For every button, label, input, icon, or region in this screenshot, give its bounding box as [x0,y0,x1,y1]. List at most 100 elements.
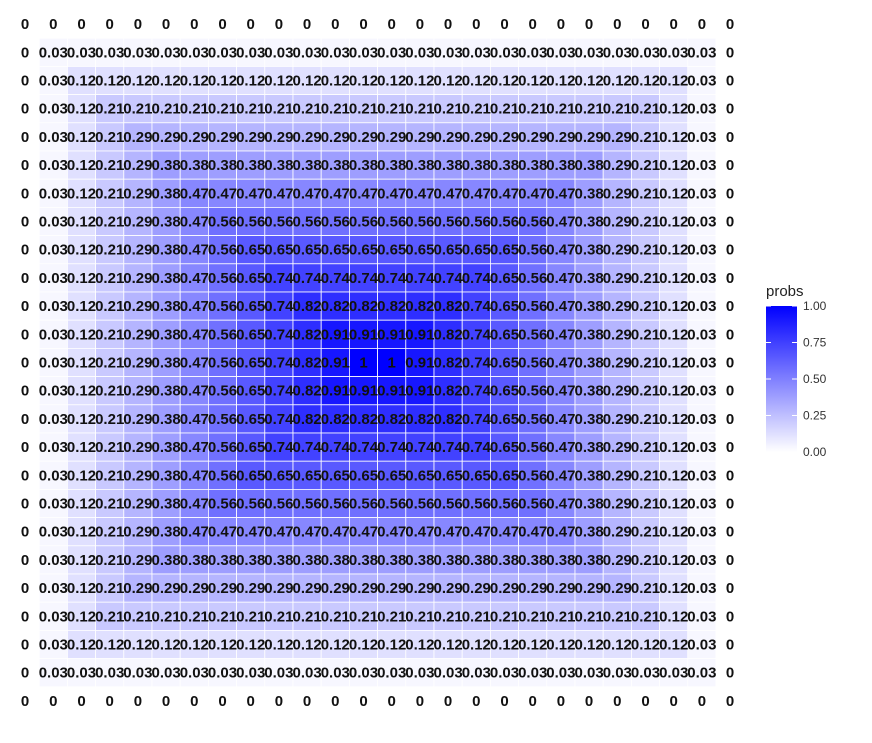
heatmap-cell [715,545,745,575]
heatmap-cell [489,94,519,124]
heatmap-cell-label: 0 [247,16,255,33]
heatmap-cell [292,37,322,67]
heatmap-cell-label: 0 [218,693,226,710]
heatmap-cell [574,94,604,124]
heatmap-cell-label: 0.21 [462,608,491,625]
heatmap-cell-label: 0.21 [95,242,124,259]
heatmap-cell-label: 0.65 [490,383,519,400]
heatmap-cell [631,517,661,547]
heatmap-cell [659,319,689,349]
heatmap-cell-label: 0 [670,693,678,710]
heatmap-cell-label: 0.38 [151,242,180,259]
heatmap-cell-label: 0.56 [405,496,434,513]
heatmap-cell [518,94,548,124]
heatmap-cell-label: 0.65 [405,242,434,259]
heatmap-cell-label: 0.38 [490,157,519,174]
heatmap-cell-label: 0.29 [123,129,152,146]
heatmap-cell [67,291,97,321]
heatmap-cell-label: 0.74 [292,270,322,287]
heatmap-cell [602,517,632,547]
heatmap-cell [236,432,266,462]
heatmap-cell-label: 0 [529,693,537,710]
heatmap-cell-label: 0.47 [546,467,575,484]
heatmap-cell-label: 0.12 [67,242,96,259]
heatmap-cell-label: 0.47 [180,439,209,456]
heatmap-cell [10,686,40,716]
heatmap-cell [292,404,322,434]
heatmap-cell-label: 0.12 [236,73,265,90]
heatmap-cell [433,432,463,462]
heatmap-cell [715,235,745,265]
heatmap-cell-label: 0.56 [490,496,519,513]
heatmap-cell [292,376,322,406]
heatmap-cell-label: 0.12 [67,270,96,287]
heatmap-cell-label: 0.29 [264,580,293,597]
heatmap-cell-label: 0.38 [574,157,603,174]
heatmap-cell-label: 0.29 [405,129,434,146]
heatmap-cell-label: 0.38 [546,552,575,569]
heatmap-cell-label: 0.38 [574,552,603,569]
heatmap-cell [687,432,717,462]
heatmap-cell-label: 0 [359,16,367,33]
heatmap-cell-label: 0 [21,326,29,343]
heatmap-cell-label: 0.29 [292,129,321,146]
heatmap-cell [433,122,463,152]
heatmap-cell-label: 0.21 [95,411,124,428]
heatmap-cell-label: 0.47 [180,524,209,541]
heatmap-cell [489,545,519,575]
heatmap-cell-label: 0 [21,185,29,202]
heatmap-cell-label: 0.12 [67,467,96,484]
heatmap-cell-label: 0 [698,693,706,710]
heatmap-cell-label: 0.56 [377,496,406,513]
heatmap-cell-label: 0.12 [349,637,378,654]
heatmap-cell-label: 0 [726,16,734,33]
heatmap-cell-label: 0.38 [236,157,265,174]
heatmap-cell [179,206,209,236]
heatmap-cell [518,488,548,518]
heatmap-cell-label: 0.21 [631,355,660,372]
heatmap-cell [461,404,491,434]
heatmap-cell [10,122,40,152]
heatmap-cell [95,658,125,688]
heatmap-cell-label: 0.74 [377,270,407,287]
heatmap-cell-label: 0.12 [462,637,491,654]
heatmap-cell-label: 0 [557,693,565,710]
heatmap-cell [236,460,266,490]
heatmap-cell-label: 0.29 [462,580,491,597]
heatmap-cell [38,630,68,660]
heatmap-cell [659,488,689,518]
heatmap-cell-label: 0.29 [123,326,152,343]
heatmap-cell [179,460,209,490]
heatmap-cell [405,630,435,660]
heatmap-cell [405,573,435,603]
heatmap-cell-label: 0.21 [631,157,660,174]
heatmap-cell-label: 0 [726,693,734,710]
heatmap-cell-label: 0.21 [518,101,547,118]
heatmap-cell [236,658,266,688]
heatmap-cell [123,319,153,349]
heatmap-cell [348,545,378,575]
heatmap-cell-label: 0.38 [574,270,603,287]
heatmap-cell-label: 0.91 [321,355,350,372]
heatmap-cell-label: 0.47 [180,326,209,343]
heatmap-cell-label: 0.12 [546,73,575,90]
heatmap-cell [631,686,661,716]
heatmap-cell [461,376,491,406]
heatmap-cell-label: 0.38 [151,439,180,456]
heatmap-cell [10,573,40,603]
heatmap-cell-label: 0.21 [180,608,209,625]
heatmap-cell-label: 0.29 [123,270,152,287]
heatmap-cell-label: 0.29 [208,580,237,597]
heatmap-cell-label: 0.12 [659,157,688,174]
heatmap-cell-label: 0.82 [433,298,462,315]
heatmap-cell [67,347,97,377]
heatmap-cell [236,488,266,518]
heatmap-cell-label: 0 [21,552,29,569]
heatmap-cell-label: 0.74 [264,439,294,456]
heatmap-cell-label: 0.38 [462,552,491,569]
heatmap-cell-label: 0 [106,693,114,710]
heatmap-cell-label: 0.47 [518,185,547,202]
heatmap-cell [405,66,435,96]
heatmap-cell [292,347,322,377]
heatmap-cell-label: 0 [21,44,29,61]
